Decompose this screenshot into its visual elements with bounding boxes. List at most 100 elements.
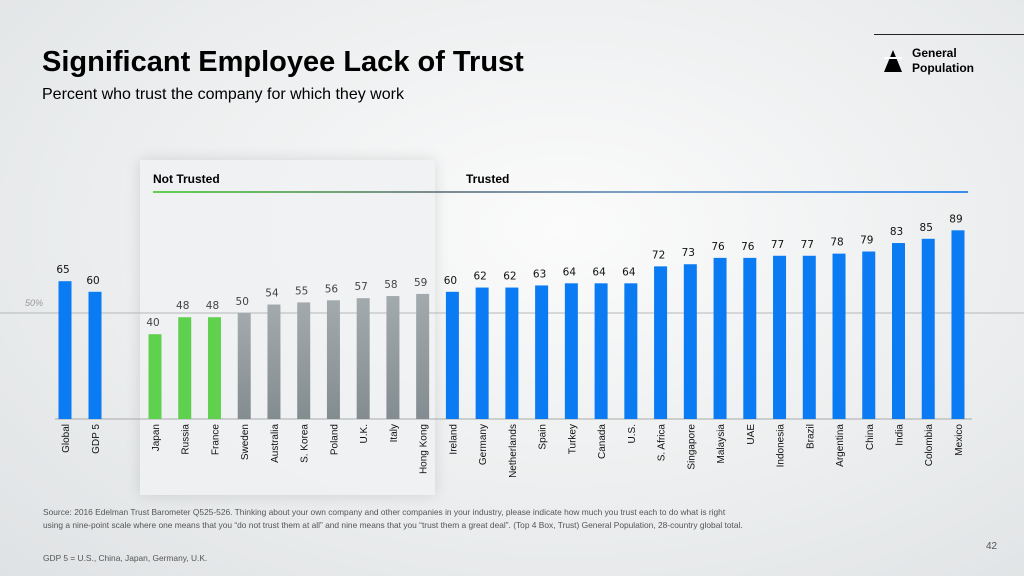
data-label: 77 — [771, 239, 784, 251]
page-subtitle: Percent who trust the company for which … — [42, 86, 404, 103]
bar-france — [207, 317, 221, 419]
bar-brazil — [802, 255, 816, 419]
category-label: Russia — [181, 424, 192, 455]
data-label: 78 — [830, 237, 843, 249]
category-label: S. Korea — [300, 424, 311, 463]
category-label: Indonesia — [776, 424, 787, 468]
bar-s-africa — [654, 266, 668, 419]
legend: General Population — [884, 46, 992, 76]
category-label: Hong Kong — [419, 424, 430, 474]
category-label: GDP 5 — [91, 424, 102, 454]
data-label: 83 — [890, 226, 903, 238]
bar-gdp-5 — [88, 291, 102, 419]
bar-italy — [386, 296, 400, 419]
bar-ireland — [445, 291, 459, 419]
category-label: Italy — [389, 424, 400, 442]
bar-s-korea — [297, 302, 311, 419]
data-label: 62 — [473, 271, 486, 283]
category-label: Ireland — [448, 424, 459, 455]
bar-global — [58, 281, 72, 419]
data-label: 85 — [920, 222, 933, 234]
bar-u-k- — [356, 298, 370, 419]
data-label: 58 — [384, 279, 397, 291]
section-label-trusted: Trusted — [466, 172, 509, 186]
data-label: 40 — [146, 317, 159, 329]
category-label: UAE — [746, 424, 757, 445]
bar-u-s- — [624, 283, 638, 419]
bar-australia — [267, 304, 281, 419]
category-label: Australia — [270, 424, 281, 463]
bar-turkey — [564, 283, 578, 419]
section-divider-line — [153, 191, 968, 193]
data-label: 48 — [206, 300, 219, 312]
category-label: Sweden — [240, 424, 251, 460]
bar-spain — [535, 285, 549, 419]
category-label: India — [895, 424, 906, 446]
category-label: Brazil — [805, 424, 816, 449]
category-label: Poland — [329, 424, 340, 455]
data-label: 54 — [265, 288, 279, 300]
data-label: 64 — [622, 266, 636, 278]
data-label: 50 — [236, 296, 249, 308]
page-number: 42 — [986, 541, 998, 552]
data-label: 64 — [592, 266, 606, 278]
bar-canada — [594, 283, 608, 419]
bar-mexico — [951, 230, 965, 419]
category-label: U.S. — [627, 424, 638, 443]
data-label: 73 — [682, 247, 695, 259]
data-label: 60 — [444, 275, 457, 287]
category-label: Spain — [538, 424, 549, 450]
reference-line-label: 50% — [25, 298, 43, 308]
triangle-icon — [884, 50, 902, 72]
category-label: Colombia — [924, 424, 935, 467]
bar-malaysia — [713, 257, 727, 419]
category-label: Singapore — [686, 424, 697, 470]
bar-germany — [475, 287, 489, 419]
data-label: 72 — [652, 249, 665, 261]
bar-singapore — [683, 264, 697, 419]
data-label: 60 — [86, 275, 99, 287]
data-label: 48 — [176, 300, 189, 312]
data-label: 57 — [354, 281, 367, 293]
category-label: Argentina — [835, 424, 846, 467]
bar-poland — [326, 300, 340, 419]
bar-argentina — [832, 253, 846, 419]
header-rule — [874, 34, 1024, 35]
data-label: 56 — [325, 283, 339, 295]
data-label: 64 — [563, 266, 577, 278]
bar-china — [862, 251, 876, 419]
bar-japan — [148, 334, 162, 419]
category-label: Global — [61, 424, 72, 453]
legend-label: General Population — [912, 46, 974, 75]
category-label: Malaysia — [716, 424, 727, 464]
section-label-not-trusted: Not Trusted — [153, 172, 220, 186]
data-label: 55 — [295, 285, 308, 297]
bar-netherlands — [505, 287, 519, 419]
data-label: 62 — [503, 271, 516, 283]
data-label: 59 — [414, 277, 427, 289]
category-label: Japan — [151, 424, 162, 451]
data-label: 63 — [533, 268, 546, 280]
category-label: Netherlands — [508, 424, 519, 478]
category-label: Mexico — [954, 424, 965, 456]
data-label: 65 — [56, 264, 69, 276]
data-label: 79 — [860, 235, 873, 247]
source-note: Source: 2016 Edelman Trust Barometer Q52… — [43, 507, 743, 530]
data-label: 77 — [801, 239, 814, 251]
bar-indonesia — [773, 255, 787, 419]
bar-sweden — [237, 313, 251, 419]
gdp-note: GDP 5 = U.S., China, Japan, Germany, U.K… — [43, 553, 208, 563]
bar-hong-kong — [416, 293, 430, 419]
bar-uae — [743, 257, 757, 419]
category-label: China — [865, 424, 876, 451]
data-label: 76 — [741, 241, 755, 253]
category-label: France — [210, 424, 221, 456]
bar-russia — [178, 317, 192, 419]
category-label: Turkey — [567, 424, 578, 454]
bar-colombia — [921, 238, 935, 419]
category-label: U.K. — [359, 424, 370, 443]
category-label: Germany — [478, 424, 489, 465]
data-label: 89 — [949, 213, 962, 225]
bar-india — [892, 243, 905, 419]
